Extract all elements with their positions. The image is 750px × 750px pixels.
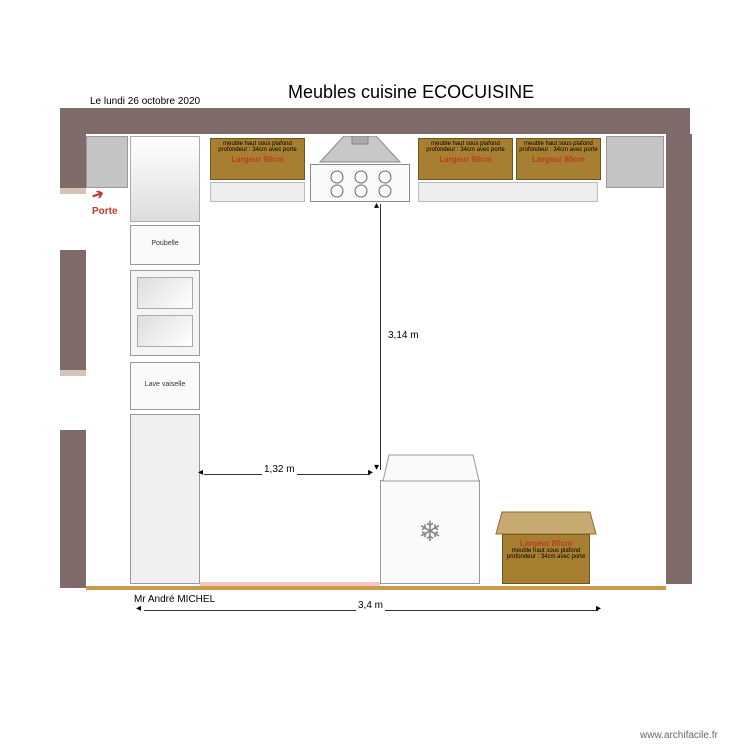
cabinet-top-2: meuble haut sous plafond profondeur : 34… (418, 138, 513, 180)
tall-unit (130, 414, 200, 584)
wall-top (60, 108, 690, 134)
poubelle: Poubelle (130, 225, 200, 265)
base-under-cab2 (418, 182, 598, 202)
stove (310, 164, 410, 202)
dim-arrow-l1: ◂ (198, 467, 203, 478)
cabinet-bottom: Largeur 80cm meuble haut sous plafond pr… (502, 534, 590, 584)
corner-unit-left (86, 136, 128, 188)
cabinet-desc: meuble haut sous plafond profondeur : 34… (507, 548, 585, 560)
cabinet-width-label: Largeur 90cm (213, 155, 302, 164)
upper-unit-left (130, 136, 200, 222)
plan-date: Le lundi 26 octobre 2020 (90, 96, 200, 107)
cabinet-desc: meuble haut sous plafond profondeur : 34… (218, 141, 296, 153)
cabinet-width-label: Largeur 80cm (519, 155, 598, 164)
dishwasher-label: Lave vaiselle (131, 381, 199, 388)
dim-width1-label: 1,32 m (262, 464, 297, 475)
freezer: ❄ (380, 480, 480, 584)
wall-right (666, 134, 692, 584)
freezer-lid (379, 451, 483, 485)
dim-arrow-r2: ▸ (596, 603, 601, 614)
base-under-cab1 (210, 182, 305, 202)
range-hood (314, 136, 406, 166)
dim-height-line (380, 204, 381, 470)
dishwasher: Lave vaiselle (130, 362, 200, 410)
door-jamb-1 (60, 188, 86, 194)
wall-left-upper (60, 108, 86, 188)
snowflake-icon: ❄ (381, 515, 479, 548)
dim-width2-label: 3,4 m (356, 600, 385, 611)
poubelle-label: Poubelle (131, 240, 199, 247)
chest-lid (490, 506, 602, 538)
author-label: Mr André MICHEL (134, 594, 215, 605)
cabinet-desc: meuble haut sous plafond profondeur : 34… (519, 141, 597, 153)
cabinet-desc: meuble haut sous plafond profondeur : 34… (426, 141, 504, 153)
floor-accent (200, 582, 380, 586)
corner-unit-right (606, 136, 664, 188)
wall-left-mid (60, 250, 86, 370)
dim-height-label: 3,14 m (386, 330, 421, 341)
sink-unit (130, 270, 200, 356)
cabinet-width-label: Largeur 80cm (505, 539, 587, 548)
floor-line (86, 586, 666, 590)
door-jamb-2 (60, 370, 86, 376)
dim-arrow-up: ▴ (374, 200, 379, 211)
plan-title: Meubles cuisine ECOCUISINE (288, 82, 534, 103)
floorplan-canvas: Meubles cuisine ECOCUISINE Le lundi 26 o… (0, 0, 750, 750)
cabinet-top-1: meuble haut sous plafond profondeur : 34… (210, 138, 305, 180)
source-url: www.archifacile.fr (640, 730, 718, 741)
cabinet-width-label: Largeur 90cm (421, 155, 510, 164)
porte-label: Porte (92, 206, 118, 217)
wall-left-lower (60, 430, 86, 588)
cabinet-top-3: meuble haut sous plafond profondeur : 34… (516, 138, 601, 180)
dim-arrow-r1: ▸ (368, 467, 373, 478)
dim-arrow-down: ▾ (374, 462, 379, 473)
